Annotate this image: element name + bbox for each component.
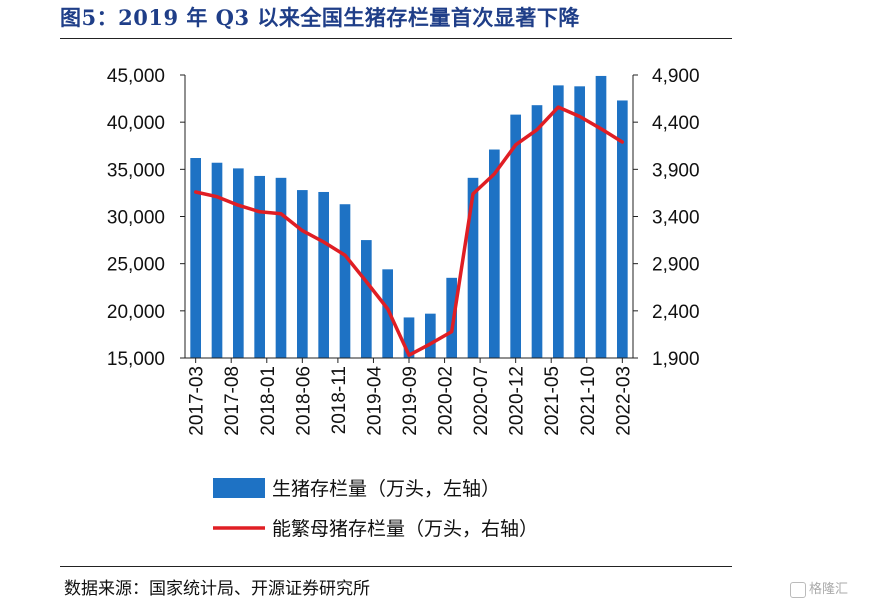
left-tick-label: 25,000 [107,255,165,276]
x-tick-label: 2020-07 [471,366,492,436]
left-tick-label: 30,000 [107,208,165,229]
bar [382,269,393,358]
bar [233,168,244,358]
left-tick-label: 15,000 [107,349,165,370]
bar [467,177,479,358]
left-tick-label: 40,000 [107,113,165,134]
left-tick-label: 20,000 [107,302,165,323]
bar-series [190,75,628,359]
x-tick-label: 2021-05 [542,366,563,436]
right-tick-label: 3,900 [652,160,700,181]
right-tick-label: 4,400 [652,113,700,134]
left-tick-label: 45,000 [107,66,165,87]
bar [318,191,329,358]
x-tick-label: 2017-08 [222,366,243,436]
bar [446,277,457,358]
x-tick-label: 2018-11 [329,366,350,434]
bar [425,313,436,358]
bar [190,158,201,358]
x-tick-label: 2021-10 [578,366,599,436]
bar [531,105,543,358]
x-tick-label: 2018-06 [293,366,314,436]
chart-legend: 生猪存栏量（万头，左轴） 能繁母猪存栏量（万头，右轴） [213,478,538,540]
watermark-logo-icon [790,581,806,598]
source-divider [60,566,732,567]
bar [489,149,500,358]
bar [297,190,308,358]
left-tick-label: 35,000 [107,160,165,181]
legend-bar-label: 生猪存栏量（万头，左轴） [272,478,500,500]
x-tick-label: 2020-02 [436,366,457,436]
line-series [193,105,625,357]
title-divider [60,38,732,39]
bar [553,85,564,359]
bar [254,175,265,358]
x-tick-label: 2020-12 [507,366,528,436]
bar [574,86,585,358]
right-tick-label: 2,400 [652,302,700,323]
x-tick-label: 2019-09 [400,366,421,436]
x-tick-label: 2017-03 [187,366,208,436]
bar [403,317,415,358]
bar [595,75,607,359]
right-tick-label: 3,400 [652,208,700,229]
legend-line-label: 能繁母猪存栏量（万头，右轴） [272,518,538,540]
bar [275,177,287,358]
x-tick-label: 2018-01 [258,366,279,436]
bar [510,114,521,359]
legend-bar-swatch [213,478,265,498]
chart-title: 图5：2019 年 Q3 以来全国生猪存栏量首次显著下降 [60,5,580,30]
left-y-axis: 15,000 20,000 25,000 30,000 35,000 40,000 45,0… [107,66,186,370]
bar [617,100,628,358]
bar [361,240,372,358]
watermark-text: 格隆汇 [809,582,849,597]
line-path [193,105,625,357]
right-tick-label: 4,900 [652,66,700,87]
right-tick-label: 1,900 [652,349,700,370]
right-tick-label: 2,900 [652,255,700,276]
x-axis: 2017-03 2017-08 2018-01 2018-06 2018-11 2019-… [185,357,634,436]
source-note: 数据来源：国家统计局、开源证券研究所 [64,579,370,599]
bar [339,204,351,358]
x-tick-label: 2019-04 [364,366,385,436]
watermark: 格隆汇 [790,578,848,598]
bar [211,162,223,358]
right-y-axis: 1,900 2,400 2,900 3,400 3,900 4,400 4,900 [632,66,700,370]
x-tick-label: 2022-03 [613,366,634,436]
